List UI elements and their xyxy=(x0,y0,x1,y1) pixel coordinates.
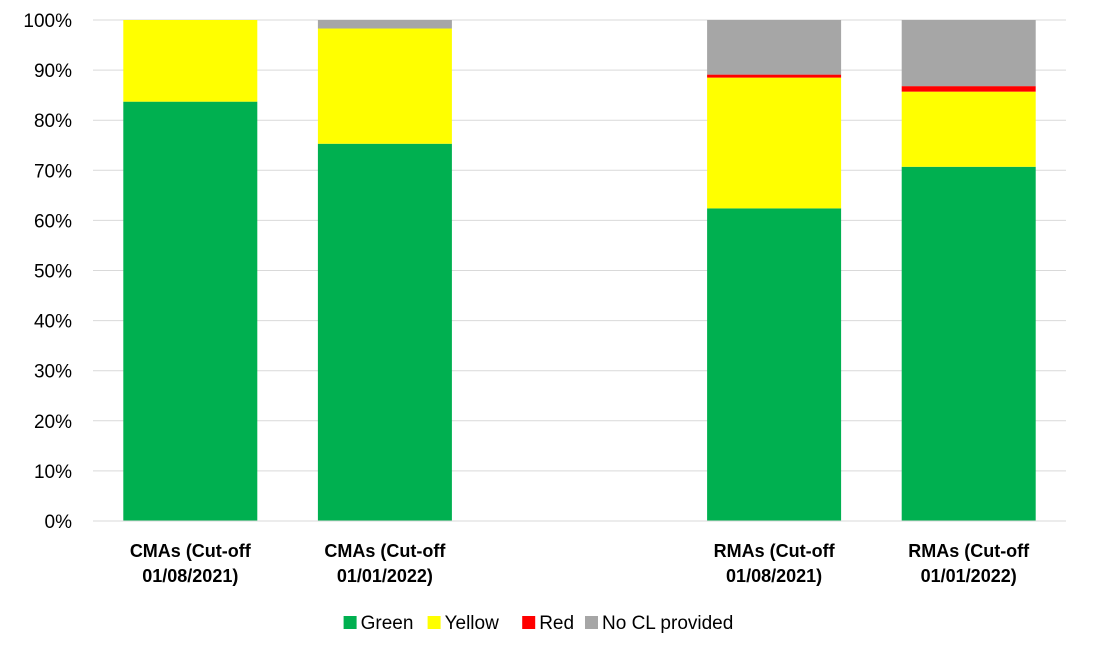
bar-segment-green xyxy=(901,166,1036,521)
legend-swatch-no-cl-provided xyxy=(585,616,598,629)
y-tick-label: 100% xyxy=(23,11,72,32)
bar-segment-no-cl-provided xyxy=(317,20,452,29)
bar-segment-red xyxy=(901,86,1036,92)
bar-segment-yellow xyxy=(707,77,842,209)
x-tick-label: RMAs (Cut-off 01/08/2021) xyxy=(714,541,836,586)
x-tick-label-line: RMAs (Cut-off xyxy=(908,541,1030,561)
y-axis-ticks: 0% 10% 20% 30% 40% 50% 60% 70% 80% 90% 100% xyxy=(23,11,72,533)
bar-segment-red xyxy=(707,74,842,78)
y-tick-label: 40% xyxy=(34,312,72,333)
x-tick-label: CMAs (Cut-off 01/01/2022) xyxy=(324,541,446,586)
y-tick-label: 20% xyxy=(34,412,72,433)
x-tick-label-line: 01/08/2021) xyxy=(142,566,238,586)
bar-segment-no-cl-provided xyxy=(901,20,1036,87)
legend-label-red: Red xyxy=(539,613,574,634)
x-tick-label-line: 01/01/2022) xyxy=(921,566,1017,586)
legend-swatch-green xyxy=(343,616,357,629)
legend-swatch-red xyxy=(522,616,536,629)
y-tick-label: 90% xyxy=(34,61,72,82)
x-tick-label: RMAs (Cut-off 01/01/2022) xyxy=(908,541,1030,586)
legend: Green Yellow Red No CL provided xyxy=(343,613,733,634)
x-tick-label-line: CMAs (Cut-off xyxy=(130,541,252,561)
x-tick-label: CMAs (Cut-off 01/08/2021) xyxy=(130,541,252,586)
y-tick-label: 60% xyxy=(34,211,72,232)
bar-segment-yellow xyxy=(901,91,1036,167)
x-axis-labels: CMAs (Cut-off 01/08/2021) CMAs (Cut-off 01/… xyxy=(130,541,1030,586)
y-tick-label: 80% xyxy=(34,111,72,132)
x-tick-label-line: CMAs (Cut-off xyxy=(324,541,446,561)
y-tick-label: 30% xyxy=(34,362,72,383)
x-tick-label-line: 01/08/2021) xyxy=(726,566,822,586)
legend-label-green: Green xyxy=(361,613,414,634)
x-tick-label-line: RMAs (Cut-off xyxy=(714,541,836,561)
bar-segment-yellow xyxy=(123,20,258,102)
y-tick-label: 10% xyxy=(34,462,72,483)
x-tick-label-line: 01/01/2022) xyxy=(337,566,433,586)
bar-segment-yellow xyxy=(317,28,452,144)
bar-segment-green xyxy=(123,101,258,522)
legend-label-yellow: Yellow xyxy=(445,613,500,634)
bar-segment-green xyxy=(707,208,842,521)
y-tick-label: 70% xyxy=(34,161,72,182)
y-tick-label: 50% xyxy=(34,262,72,283)
bar-segment-green xyxy=(317,143,452,521)
bars xyxy=(123,20,1036,522)
legend-label-no-cl-provided: No CL provided xyxy=(602,613,733,634)
y-tick-label: 0% xyxy=(45,512,73,533)
legend-swatch-yellow xyxy=(427,616,441,629)
bar-segment-no-cl-provided xyxy=(707,20,842,75)
